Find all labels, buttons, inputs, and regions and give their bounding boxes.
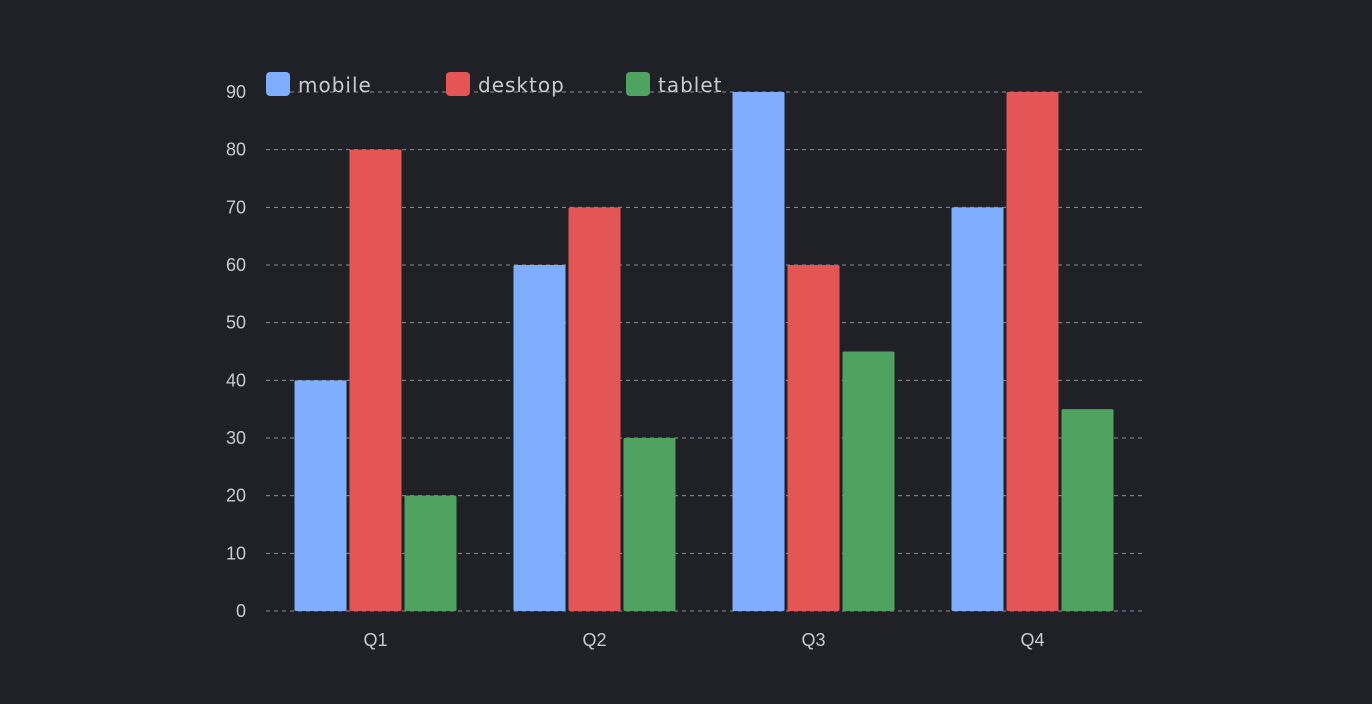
legend-label: tablet bbox=[658, 73, 723, 97]
bars bbox=[294, 92, 1114, 612]
y-tick-label: 90 bbox=[226, 82, 246, 102]
legend-swatch bbox=[626, 72, 650, 96]
bar-tablet-q3[interactable] bbox=[842, 351, 895, 612]
bar-tablet-q1[interactable] bbox=[404, 495, 457, 611]
bar-desktop-q2[interactable] bbox=[568, 207, 621, 612]
x-tick-label: Q4 bbox=[1020, 630, 1044, 650]
legend-swatch bbox=[266, 72, 290, 96]
legend-label: desktop bbox=[478, 73, 565, 97]
bar-tablet-q2[interactable] bbox=[623, 438, 676, 611]
legend-item-mobile[interactable]: mobile bbox=[266, 72, 372, 97]
bar-mobile-q1[interactable] bbox=[294, 380, 347, 611]
x-axis-ticks: Q1 Q2 Q3 Q4 bbox=[363, 630, 1044, 650]
bar-mobile-q4[interactable] bbox=[951, 207, 1004, 612]
bar-mobile-q2[interactable] bbox=[513, 265, 566, 611]
y-tick-label: 20 bbox=[226, 486, 246, 506]
bar-mobile-q3[interactable] bbox=[732, 92, 785, 611]
legend-item-desktop[interactable]: desktop bbox=[446, 72, 565, 97]
y-tick-label: 0 bbox=[236, 601, 246, 621]
legend-swatch bbox=[446, 72, 470, 96]
y-tick-label: 60 bbox=[226, 255, 246, 275]
y-tick-label: 10 bbox=[226, 543, 246, 563]
bar-tablet-q4[interactable] bbox=[1061, 409, 1114, 611]
y-tick-label: 30 bbox=[226, 428, 246, 448]
legend-label: mobile bbox=[298, 73, 372, 97]
legend-item-tablet[interactable]: tablet bbox=[626, 72, 723, 97]
legend[interactable]: mobile desktop tablet bbox=[266, 72, 723, 97]
bar-desktop-q1[interactable] bbox=[349, 149, 402, 611]
x-tick-label: Q3 bbox=[801, 630, 825, 650]
y-tick-label: 40 bbox=[226, 370, 246, 390]
x-tick-label: Q2 bbox=[582, 630, 606, 650]
y-tick-label: 50 bbox=[226, 313, 246, 333]
bar-desktop-q4[interactable] bbox=[1006, 92, 1059, 611]
y-tick-label: 80 bbox=[226, 140, 246, 160]
bar-desktop-q3[interactable] bbox=[787, 265, 840, 611]
y-tick-label: 70 bbox=[226, 197, 246, 217]
y-axis-ticks: 0 10 20 30 40 50 60 70 80 90 bbox=[226, 82, 246, 621]
x-tick-label: Q1 bbox=[363, 630, 387, 650]
